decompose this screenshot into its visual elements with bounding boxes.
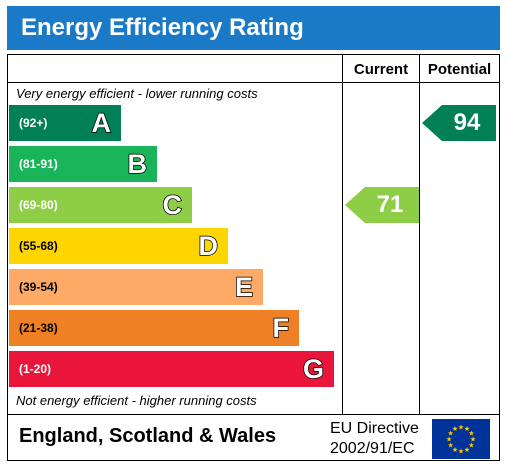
band-range-label: (1-20) — [19, 362, 52, 376]
potential-column-divider — [419, 54, 420, 415]
band-range-label: (21-38) — [19, 321, 58, 335]
band-letter: D — [198, 230, 219, 262]
band-range-label: (81-91) — [19, 157, 58, 171]
potential-column-header: Potential — [427, 61, 492, 78]
current-column-divider — [342, 54, 343, 415]
rating-band-g: (1-20) G — [9, 351, 334, 387]
rating-band-d: (55-68) D — [9, 228, 228, 264]
band-letter: B — [127, 148, 148, 180]
eu-star-icon: ★ — [464, 425, 470, 433]
page-title: Energy Efficiency Rating — [21, 14, 304, 41]
footer-directive-line2: 2002/91/EC — [330, 440, 415, 457]
eu-star-icon: ★ — [464, 446, 470, 454]
current-rating-value: 71 — [376, 191, 404, 218]
eu-star-icon: ★ — [446, 436, 452, 444]
potential-arrow-shape — [422, 105, 496, 141]
eu-star-icon: ★ — [470, 436, 476, 444]
eu-star-icon: ★ — [452, 446, 458, 454]
top-note: Very energy efficient - lower running co… — [16, 86, 258, 101]
header-divider — [7, 82, 500, 83]
band-range-label: (39-54) — [19, 280, 58, 294]
eu-star-icon: ★ — [468, 430, 474, 438]
band-range-label: (92+) — [19, 116, 48, 130]
bottom-note: Not energy efficient - higher running co… — [16, 393, 257, 408]
rating-band-b: (81-91) B — [9, 146, 157, 182]
rating-band-c: (69-80) C — [9, 187, 192, 223]
band-range-label: (69-80) — [19, 198, 58, 212]
eu-star-icon: ★ — [452, 425, 458, 433]
band-letter: F — [272, 312, 290, 344]
band-letter: C — [162, 189, 183, 221]
band-letter: G — [302, 353, 325, 385]
band-range-label: (55-68) — [19, 239, 58, 253]
eu-star-icon: ★ — [447, 430, 453, 438]
potential-rating-value: 94 — [453, 109, 481, 136]
eu-star-icon: ★ — [458, 448, 464, 456]
eu-stars: ★ ★★★★★★★★★★★ — [446, 424, 476, 456]
rating-band-a: (92+) A — [9, 105, 121, 141]
eu-star-icon: ★ — [468, 442, 474, 450]
footer-directive-line1: EU Directive — [330, 420, 419, 437]
rating-table — [7, 54, 500, 461]
header-bar: Energy Efficiency Rating — [7, 6, 500, 50]
eu-star-icon: ★ — [458, 424, 464, 432]
band-letter: E — [234, 271, 254, 303]
eu-flag-icon: ★ ★ ★ ★ ★ ★ ★ ★ ★ ★ ★ ★ — [432, 419, 490, 459]
rating-band-f: (21-38) F — [9, 310, 299, 346]
footer-divider — [7, 414, 500, 415]
rating-band-e: (39-54) E — [9, 269, 263, 305]
current-arrow-shape — [345, 187, 419, 223]
band-letter: A — [91, 107, 112, 139]
eu-star-icon: ★ — [447, 442, 453, 450]
footer-country: England, Scotland & Wales — [19, 425, 277, 447]
current-column-header: Current — [353, 61, 409, 78]
